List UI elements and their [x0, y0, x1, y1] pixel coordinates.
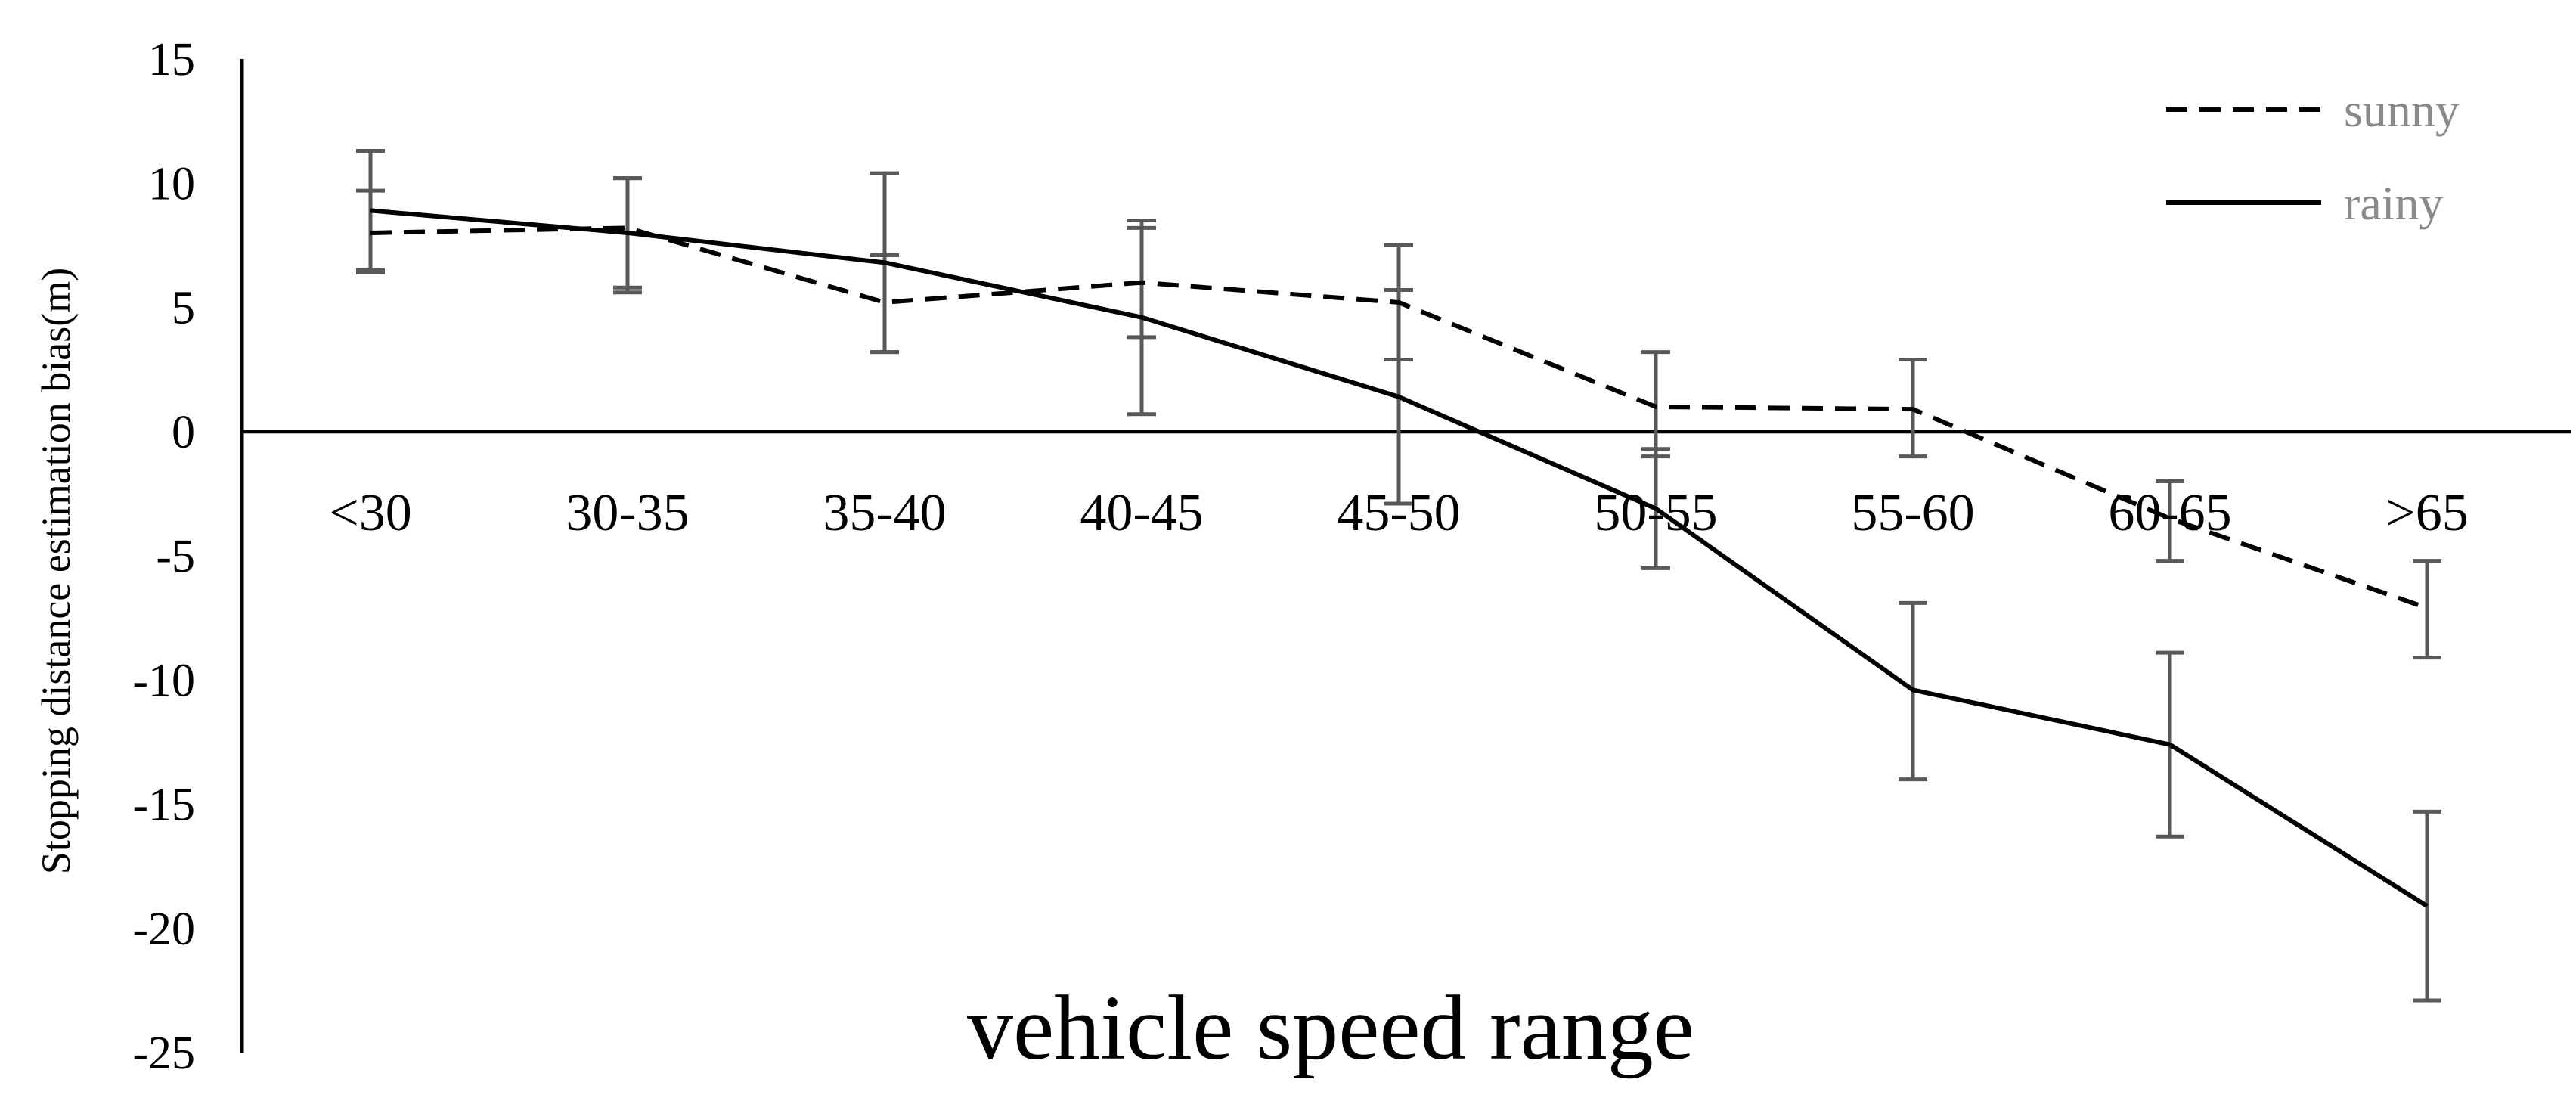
y-tick-label: -25	[132, 1028, 195, 1079]
error-bar	[1127, 225, 1156, 417]
series-lines	[370, 208, 2429, 908]
axes	[240, 59, 2571, 1053]
x-tick-label: 60-65	[2108, 484, 2231, 542]
x-tick-label: 45-50	[1337, 484, 1460, 542]
x-axis-title: vehicle speed range	[967, 977, 1694, 1079]
y-axis-title: Stopping distance estimation bias(m)	[33, 268, 79, 874]
series-line-sunny	[370, 225, 2428, 610]
legend-label-sunny: sunny	[2344, 83, 2460, 137]
x-tick-label: <30	[329, 484, 411, 542]
x-tick-label: 35-40	[823, 484, 946, 542]
error-bar	[613, 176, 642, 295]
y-tick-label: -10	[132, 655, 195, 706]
y-tick-label: -20	[132, 904, 195, 955]
error-bar	[2413, 559, 2441, 660]
y-tick-label: -15	[132, 780, 195, 831]
y-tick-label: 0	[172, 407, 195, 458]
x-tick-label: 40-45	[1080, 484, 1203, 542]
tick-labels: 15 10 5 0 -5 -10 -15 -20 -25 <30 30-35 35-40 40-45 45…	[132, 34, 2468, 1079]
series-line-rainy	[370, 208, 2429, 908]
legend: sunny rainy	[2166, 83, 2460, 230]
x-tick-label: >65	[2385, 484, 2468, 542]
error-bar	[2156, 479, 2184, 563]
error-bars	[356, 149, 2441, 1003]
y-tick-label: -5	[156, 531, 195, 582]
y-tick-label: 10	[148, 158, 195, 209]
y-tick-label: 15	[148, 34, 195, 85]
legend-label-rainy: rainy	[2344, 176, 2444, 230]
x-tick-label: 50-55	[1594, 484, 1717, 542]
y-tick-label: 5	[172, 283, 195, 334]
x-tick-label: 55-60	[1851, 484, 1974, 542]
x-tick-label: 30-35	[566, 484, 689, 542]
